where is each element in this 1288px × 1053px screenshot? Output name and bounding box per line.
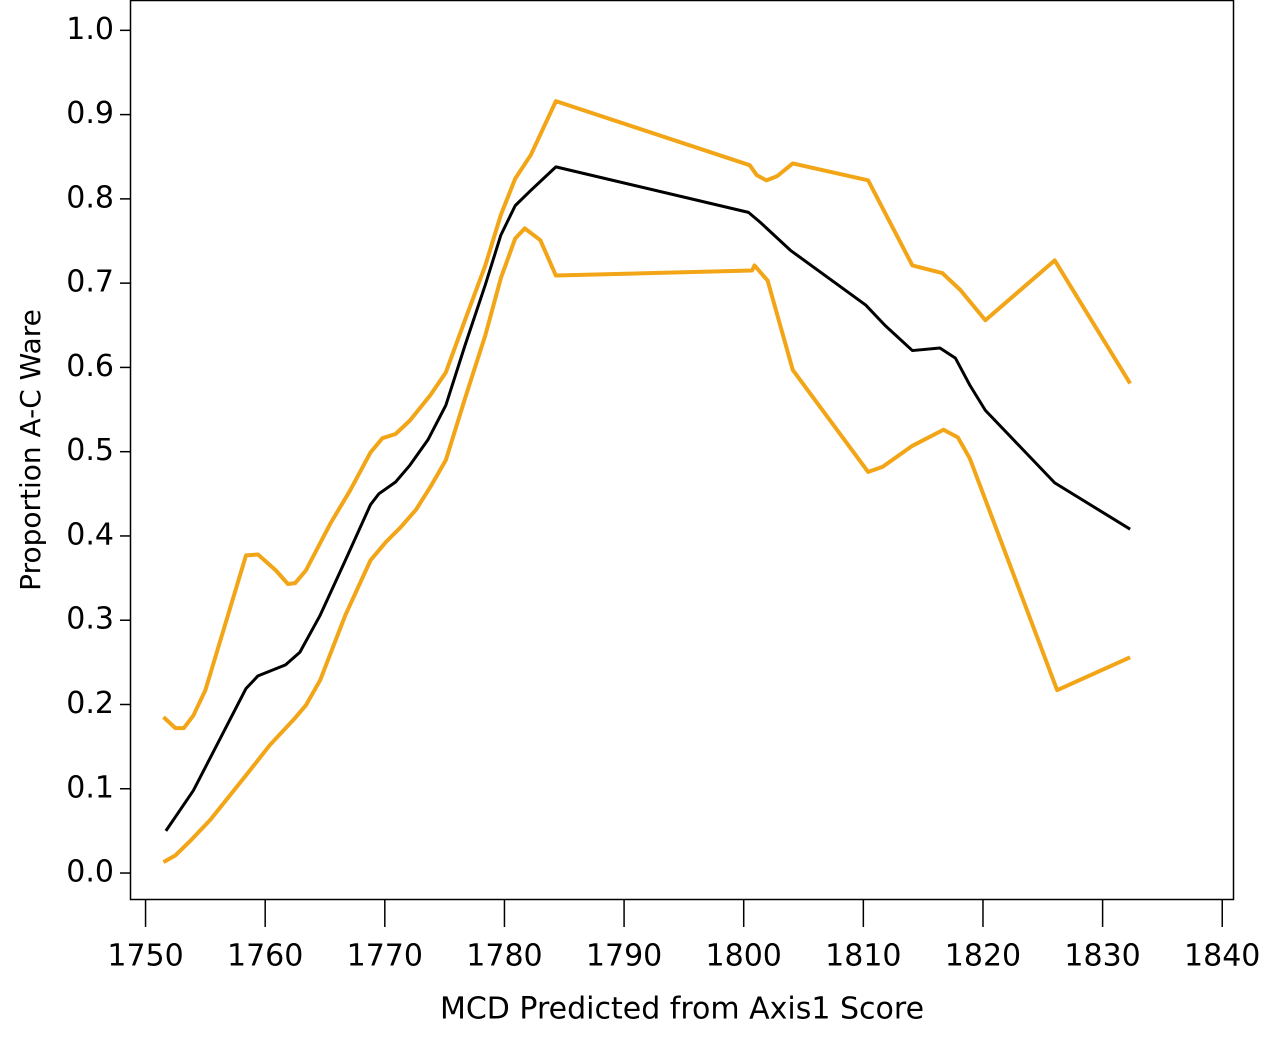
y-tick-label: 0.9 [66, 96, 114, 131]
y-tick-label: 1.0 [66, 12, 114, 47]
y-tick-label: 0.3 [66, 602, 114, 637]
x-tick-label: 1760 [227, 939, 303, 974]
x-tick-label: 1800 [706, 939, 782, 974]
x-tick-label: 1820 [945, 939, 1021, 974]
line [164, 165, 1131, 832]
y-tick-label: 0.8 [66, 180, 114, 215]
x-tick-label: 1780 [466, 939, 542, 974]
line [162, 99, 1132, 731]
x-tick-label: 1770 [347, 939, 423, 974]
y-tick-label: 0.4 [66, 517, 114, 552]
y-axis-label: Proportion A-C Ware [14, 309, 47, 591]
x-axis-label: MCD Predicted from Axis1 Score [440, 992, 924, 1027]
y-tick-label: 0.5 [66, 433, 114, 468]
y-tick-label: 0.2 [66, 686, 114, 721]
y-tick-label: 0.0 [66, 855, 114, 890]
plot-frame [129, 0, 1235, 901]
x-tick-label: 1750 [107, 939, 183, 974]
y-tick-label: 0.7 [66, 265, 114, 300]
x-tick-label: 1830 [1064, 939, 1140, 974]
y-tick-label: 0.1 [66, 770, 114, 805]
x-tick-label: 1840 [1184, 939, 1260, 974]
x-tick-label: 1810 [825, 939, 901, 974]
y-tick-label: 0.6 [66, 349, 114, 384]
line [162, 226, 1131, 864]
x-tick-label: 1790 [586, 939, 662, 974]
